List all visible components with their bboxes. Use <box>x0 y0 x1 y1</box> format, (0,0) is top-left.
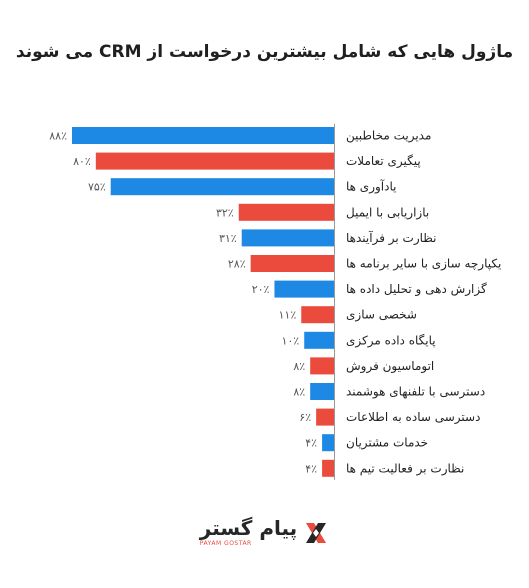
bar-4 <box>238 203 334 221</box>
value-label-2: ۸۰٪ <box>73 155 91 168</box>
bar-13 <box>322 434 334 452</box>
category-label-2: پیگیری تعاملات <box>346 154 421 169</box>
bar-2 <box>95 152 335 170</box>
bar-6 <box>250 255 334 272</box>
value-label-6: ۲۸٪ <box>228 258 246 271</box>
category-label-8: شخصی سازی <box>346 308 417 323</box>
category-label-14: نظارت بر فعالیت تیم ها <box>346 461 464 476</box>
brand-name: پیام گستر <box>199 516 298 540</box>
brand-text: پیام گستر PAYAM GOSTAR <box>200 518 297 547</box>
bar-11 <box>310 383 334 400</box>
value-label-8: ۱۱٪ <box>279 309 297 322</box>
bar-12 <box>316 408 334 426</box>
category-label-11: دسترسی با تلفنهای هوشمند <box>346 385 485 400</box>
payam-gostar-x-logo-icon <box>306 522 327 543</box>
value-label-14: ۴٪ <box>305 462 317 475</box>
brand-subtitle: PAYAM GOSTAR <box>199 540 252 547</box>
chart-title: ماژول هایی که شامل بیشترین درخواست از CR… <box>15 42 514 62</box>
bar-1 <box>72 127 334 144</box>
category-label-13: خدمات مشتریان <box>346 436 428 451</box>
category-label-10: اتوماسیون فروش <box>346 359 434 374</box>
category-label-7: گزارش دهی و تحلیل داده ها <box>346 282 487 297</box>
bar-14 <box>322 459 334 477</box>
category-label-3: یادآوری ها <box>346 179 396 195</box>
bar-5 <box>241 229 334 247</box>
bar-7 <box>274 280 334 298</box>
bar-9 <box>304 331 334 349</box>
value-label-12: ۶٪ <box>299 411 311 424</box>
category-label-9: پایگاه داده مرکزی <box>346 333 436 348</box>
value-label-3: ۷۵٪ <box>88 181 106 194</box>
value-label-13: ۴٪ <box>305 437 317 450</box>
category-label-6: یکپارچه سازی با سایر برنامه ها <box>346 257 501 272</box>
brand-logo: پیام گستر PAYAM GOSTAR <box>0 518 529 547</box>
value-label-1: ۸۸٪ <box>49 130 67 143</box>
value-label-5: ۳۱٪ <box>219 232 237 245</box>
value-label-11: ۸٪ <box>293 386 305 399</box>
category-label-4: بازاریابی با ایمیل <box>346 205 429 220</box>
bar-3 <box>110 178 334 196</box>
value-label-4: ۳۲٪ <box>216 206 234 219</box>
category-label-1: مدیریت مخاطبین <box>346 129 431 144</box>
category-label-12: دسترسی ساده به اطلاعات <box>346 410 480 425</box>
value-label-9: ۱۰٪ <box>281 334 299 347</box>
value-label-7: ۲۰٪ <box>252 283 270 296</box>
category-label-5: نظارت بر فرآیندها <box>346 230 436 246</box>
bar-8 <box>301 306 334 324</box>
value-label-10: ۸٪ <box>293 360 305 373</box>
bar-10 <box>310 357 334 375</box>
bar-chart: ۸۸٪ مدیریت مخاطبین ۸۰٪ پیگیری تعاملات ۷۵٪ یاد… <box>49 124 501 480</box>
